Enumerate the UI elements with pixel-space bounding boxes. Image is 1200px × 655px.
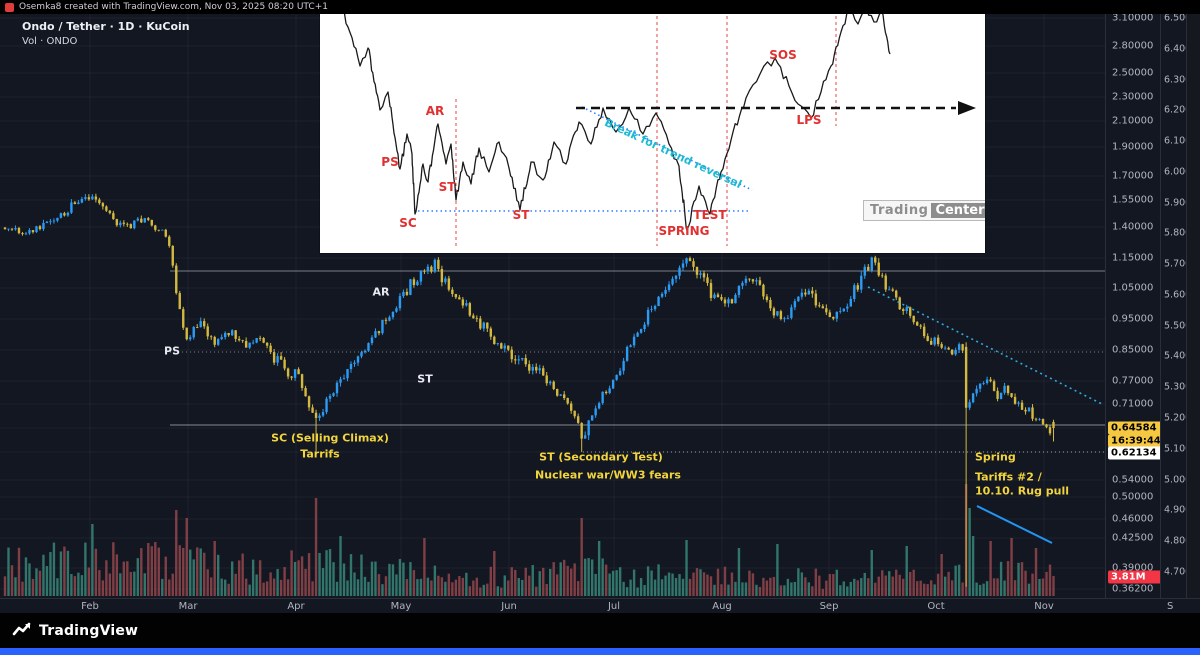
indicator-label[interactable]: Vol · ONDO bbox=[22, 36, 78, 47]
time-axis[interactable]: S Feb Mar Apr May Jun Jul Aug Sep Oct Nov bbox=[0, 598, 1200, 614]
price-scale[interactable]: 3.10000 2.80000 2.50000 2.30000 2.10000 1.900… bbox=[1105, 0, 1162, 598]
secondary-price-tick: 5.50000 bbox=[1164, 320, 1200, 332]
secondary-price-tick: 6.20000 bbox=[1164, 104, 1200, 116]
secondary-price-tick: 5.30000 bbox=[1164, 381, 1200, 393]
level-lines-layer bbox=[170, 270, 1105, 453]
attribution-text: Osemka8 created with TradingView.com, No… bbox=[19, 2, 328, 12]
secondary-price-tick: 6.00000 bbox=[1164, 166, 1200, 178]
secondary-price-tick: 4.70000 bbox=[1164, 566, 1200, 578]
volume-series bbox=[3, 484, 1055, 596]
price-tick: 1.70000 bbox=[1112, 170, 1154, 182]
secondary-price-scale[interactable]: 6.50000 6.40000 6.30000 6.20000 6.10000 6.000… bbox=[1160, 0, 1200, 598]
author-avatar-icon bbox=[5, 2, 14, 12]
candles-series bbox=[3, 193, 1055, 587]
time-axis-label: Sep bbox=[819, 601, 839, 612]
secondary-price-tick: 6.50000 bbox=[1164, 12, 1200, 24]
schematic-label: PS bbox=[381, 155, 399, 169]
secondary-price-tick: 4.90000 bbox=[1164, 504, 1200, 516]
time-axis-label: Jun bbox=[501, 601, 517, 612]
time-axis-label: Oct bbox=[927, 601, 945, 612]
schematic-label: ST bbox=[438, 180, 456, 194]
price-tick: 0.85000 bbox=[1112, 344, 1154, 356]
secondary-price-tick: 6.10000 bbox=[1164, 135, 1200, 147]
trendlines-layer bbox=[867, 286, 1103, 544]
schematic-label: AR bbox=[425, 104, 445, 118]
volume-badge: 3.81M bbox=[1108, 570, 1162, 584]
last-price-badge: 0.64584 bbox=[1108, 421, 1162, 435]
scale-settings-button[interactable]: S bbox=[1167, 601, 1174, 612]
watermark: Trading Center bbox=[863, 200, 985, 221]
secondary-price-tick: 5.00000 bbox=[1164, 474, 1200, 486]
price-tick: 1.40000 bbox=[1112, 221, 1154, 233]
price-tick: 0.39000 bbox=[1112, 562, 1154, 574]
price-tick: 0.46000 bbox=[1112, 513, 1154, 525]
schematic-label: TEST bbox=[693, 208, 727, 222]
price-tick: 1.05000 bbox=[1112, 282, 1154, 294]
chart-canvas[interactable]: PS AR ST SC (Selling Climax) Tarrifs ST (Seco… bbox=[0, 0, 1105, 598]
schematic-label: ST bbox=[512, 208, 530, 222]
price-tick: 0.71000 bbox=[1112, 398, 1154, 410]
wyckoff-schematic-image: PS AR ST SC ST SPRING TEST SOS LPS Break for tre… bbox=[320, 14, 985, 253]
time-axis-label: Jul bbox=[607, 601, 621, 612]
right-edge-strip bbox=[1186, 0, 1200, 613]
secondary-price-tick: 5.90000 bbox=[1164, 197, 1200, 209]
time-axis-label: Feb bbox=[81, 601, 99, 612]
price-line-badge: 0.62134 bbox=[1108, 446, 1162, 460]
price-tick: 2.50000 bbox=[1112, 67, 1154, 79]
price-tick: 0.54000 bbox=[1112, 474, 1154, 486]
time-axis-label: May bbox=[390, 601, 412, 612]
price-tick: 1.55000 bbox=[1112, 194, 1154, 206]
time-axis-label: Apr bbox=[287, 601, 305, 612]
schematic-label: LPS bbox=[796, 113, 822, 127]
schematic-label: SOS bbox=[769, 48, 797, 62]
schematic-label: SC bbox=[399, 216, 417, 230]
secondary-price-tick: 5.40000 bbox=[1164, 350, 1200, 362]
price-tick: 0.42500 bbox=[1112, 532, 1154, 544]
wyckoff-schematic-drawing bbox=[343, 14, 976, 246]
price-tick: 1.90000 bbox=[1112, 141, 1154, 153]
tradingview-logo[interactable]: TradingView bbox=[12, 622, 138, 639]
price-tick: 0.50000 bbox=[1112, 491, 1154, 503]
price-tick: 0.36200 bbox=[1112, 583, 1154, 595]
secondary-price-tick: 5.80000 bbox=[1164, 227, 1200, 239]
secondary-price-tick: 5.60000 bbox=[1164, 289, 1200, 301]
symbol-info: Ondo / Tether · 1D · KuCoin Vol · ONDO bbox=[22, 20, 190, 47]
watermark-part1: Trading bbox=[870, 203, 929, 218]
symbol-title[interactable]: Ondo / Tether · 1D · KuCoin bbox=[22, 20, 190, 33]
countdown-badge: 16:39:44 bbox=[1108, 434, 1162, 448]
tradingview-wordmark: TradingView bbox=[39, 622, 139, 639]
secondary-price-tick: 5.70000 bbox=[1164, 258, 1200, 270]
secondary-price-tick: 5.10000 bbox=[1164, 443, 1200, 455]
price-tick: 0.95000 bbox=[1112, 313, 1154, 325]
time-axis-label: Mar bbox=[178, 601, 198, 612]
price-tick: 2.10000 bbox=[1112, 115, 1154, 127]
secondary-price-tick: 5.20000 bbox=[1164, 412, 1200, 424]
secondary-price-tick: 6.30000 bbox=[1164, 74, 1200, 86]
price-tick: 0.77000 bbox=[1112, 375, 1154, 387]
footer-bar: TradingView bbox=[0, 613, 1200, 648]
secondary-price-tick: 6.40000 bbox=[1164, 43, 1200, 55]
attribution-bar: Osemka8 created with TradingView.com, No… bbox=[0, 0, 1200, 14]
bottom-accent-bar bbox=[0, 648, 1200, 655]
secondary-price-tick: 4.80000 bbox=[1164, 535, 1200, 547]
tradingview-logo-icon bbox=[12, 622, 31, 636]
time-axis-label: Nov bbox=[1034, 601, 1054, 612]
price-tick: 1.15000 bbox=[1112, 252, 1154, 264]
price-tick: 2.80000 bbox=[1112, 40, 1154, 52]
price-tick: 2.30000 bbox=[1112, 91, 1154, 103]
watermark-part2: Center bbox=[931, 203, 985, 218]
price-tick: 3.10000 bbox=[1112, 12, 1154, 24]
time-axis-label: Aug bbox=[712, 601, 732, 612]
schematic-label: SPRING bbox=[658, 224, 710, 238]
